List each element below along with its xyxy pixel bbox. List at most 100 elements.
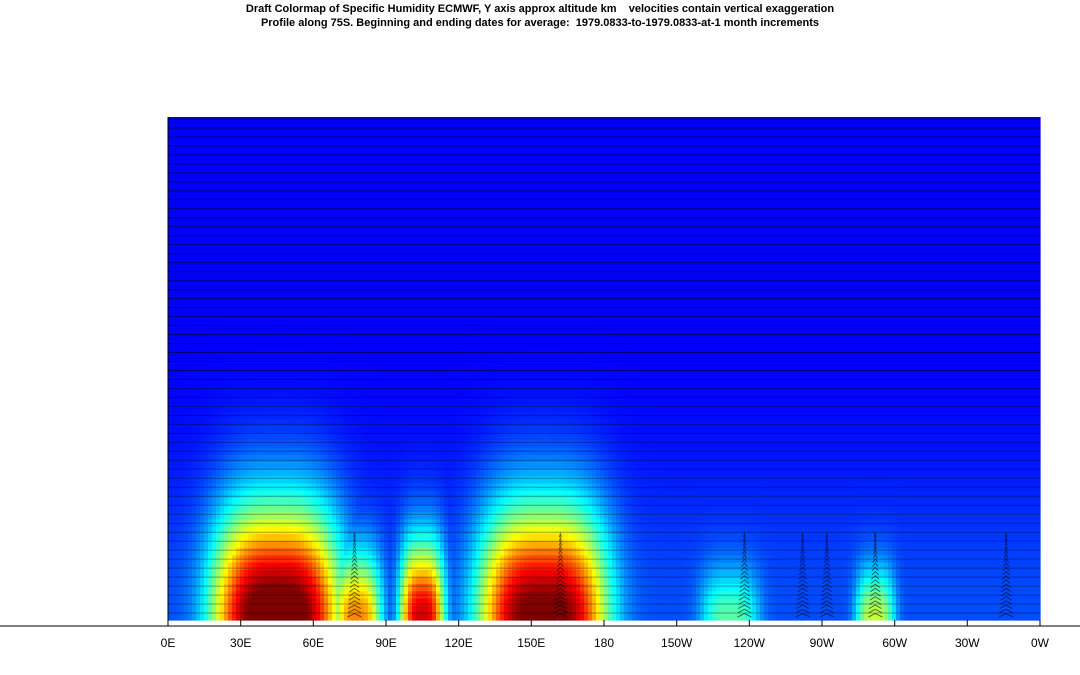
heatmap-cell [892,174,897,182]
heatmap-cell [948,261,953,269]
heatmap-cell [756,139,761,147]
heatmap-cell [220,210,225,218]
heatmap-cell [892,254,897,262]
heatmap-cell [964,117,969,125]
heatmap-cell [856,275,861,283]
heatmap-cell [392,203,397,211]
heatmap-cell [380,275,385,283]
heatmap-cell [772,146,777,154]
heatmap-cell [496,218,501,226]
heatmap-cell [408,174,413,182]
heatmap-cell [208,203,213,211]
heatmap-cell [676,275,681,283]
heatmap-cell [948,254,953,262]
heatmap-cell [676,153,681,161]
heatmap-cell [408,117,413,125]
heatmap-cell [192,275,197,283]
heatmap-cell [596,189,601,197]
heatmap-cell [796,261,801,269]
heatmap-cell [332,117,337,125]
heatmap-cell [396,182,401,190]
heatmap-cell [960,203,965,211]
heatmap-cell [324,153,329,161]
heatmap-cell [860,153,865,161]
heatmap-cell [816,225,821,233]
heatmap-cell [384,153,389,161]
heatmap-cell [480,254,485,262]
heatmap-cell [636,203,641,211]
heatmap-cell [712,246,717,254]
heatmap-cell [916,189,921,197]
heatmap-cell [508,239,513,247]
heatmap-cell [308,131,313,139]
heatmap-cell [988,254,993,262]
heatmap-cell [204,246,209,254]
heatmap-cell [380,167,385,175]
heatmap-cell [324,139,329,147]
heatmap-cell [696,239,701,247]
heatmap-cell [516,275,521,283]
heatmap-cell [928,146,933,154]
heatmap-cell [328,117,333,125]
heatmap-cell [432,174,437,182]
heatmap-cell [832,218,837,226]
heatmap-cell [828,117,833,125]
heatmap-cell [832,174,837,182]
heatmap-cell [412,275,417,283]
heatmap-cell [212,261,217,269]
heatmap-cell [672,174,677,182]
heatmap-cell [696,275,701,283]
heatmap-cell [176,117,181,125]
heatmap-cell [756,146,761,154]
heatmap-cell [904,261,909,269]
heatmap-cell [468,117,473,125]
heatmap-cell [316,210,321,218]
heatmap-cell [228,210,233,218]
heatmap-cell [828,275,833,283]
heatmap-cell [820,254,825,262]
heatmap-cell [368,131,373,139]
heatmap-cell [812,117,817,125]
heatmap-cell [612,139,617,147]
heatmap-cell [292,261,297,269]
heatmap-cell [896,131,901,139]
heatmap-cell [688,131,693,139]
heatmap-cell [392,189,397,197]
heatmap-cell [780,146,785,154]
heatmap-cell [424,146,429,154]
heatmap-cell [352,167,357,175]
heatmap-cell [696,182,701,190]
heatmap-cell [396,131,401,139]
heatmap-cell [616,131,621,139]
heatmap-cell [556,167,561,175]
heatmap-cell [312,139,317,147]
heatmap-cell [304,203,309,211]
heatmap-cell [900,131,905,139]
heatmap-cell [208,275,213,283]
heatmap-cell [668,146,673,154]
heatmap-cell [600,153,605,161]
heatmap-cell [1020,210,1025,218]
heatmap-cell [396,225,401,233]
heatmap-cell [1036,261,1041,269]
heatmap-cell [904,246,909,254]
heatmap-cell [596,167,601,175]
heatmap-cell [596,146,601,154]
heatmap-cell [472,203,477,211]
heatmap-cell [488,239,493,247]
heatmap-cell [276,139,281,147]
heatmap-cell [416,117,421,125]
heatmap-cell [972,167,977,175]
heatmap-cell [192,146,197,154]
heatmap-cell [712,189,717,197]
heatmap-cell [376,218,381,226]
heatmap-cell [1012,203,1017,211]
heatmap-cell [948,146,953,154]
heatmap-cell [896,182,901,190]
heatmap-cell [716,218,721,226]
heatmap-cell [924,261,929,269]
heatmap-cell [492,261,497,269]
heatmap-cell [724,275,729,283]
heatmap-cell [908,239,913,247]
heatmap-cell [972,225,977,233]
